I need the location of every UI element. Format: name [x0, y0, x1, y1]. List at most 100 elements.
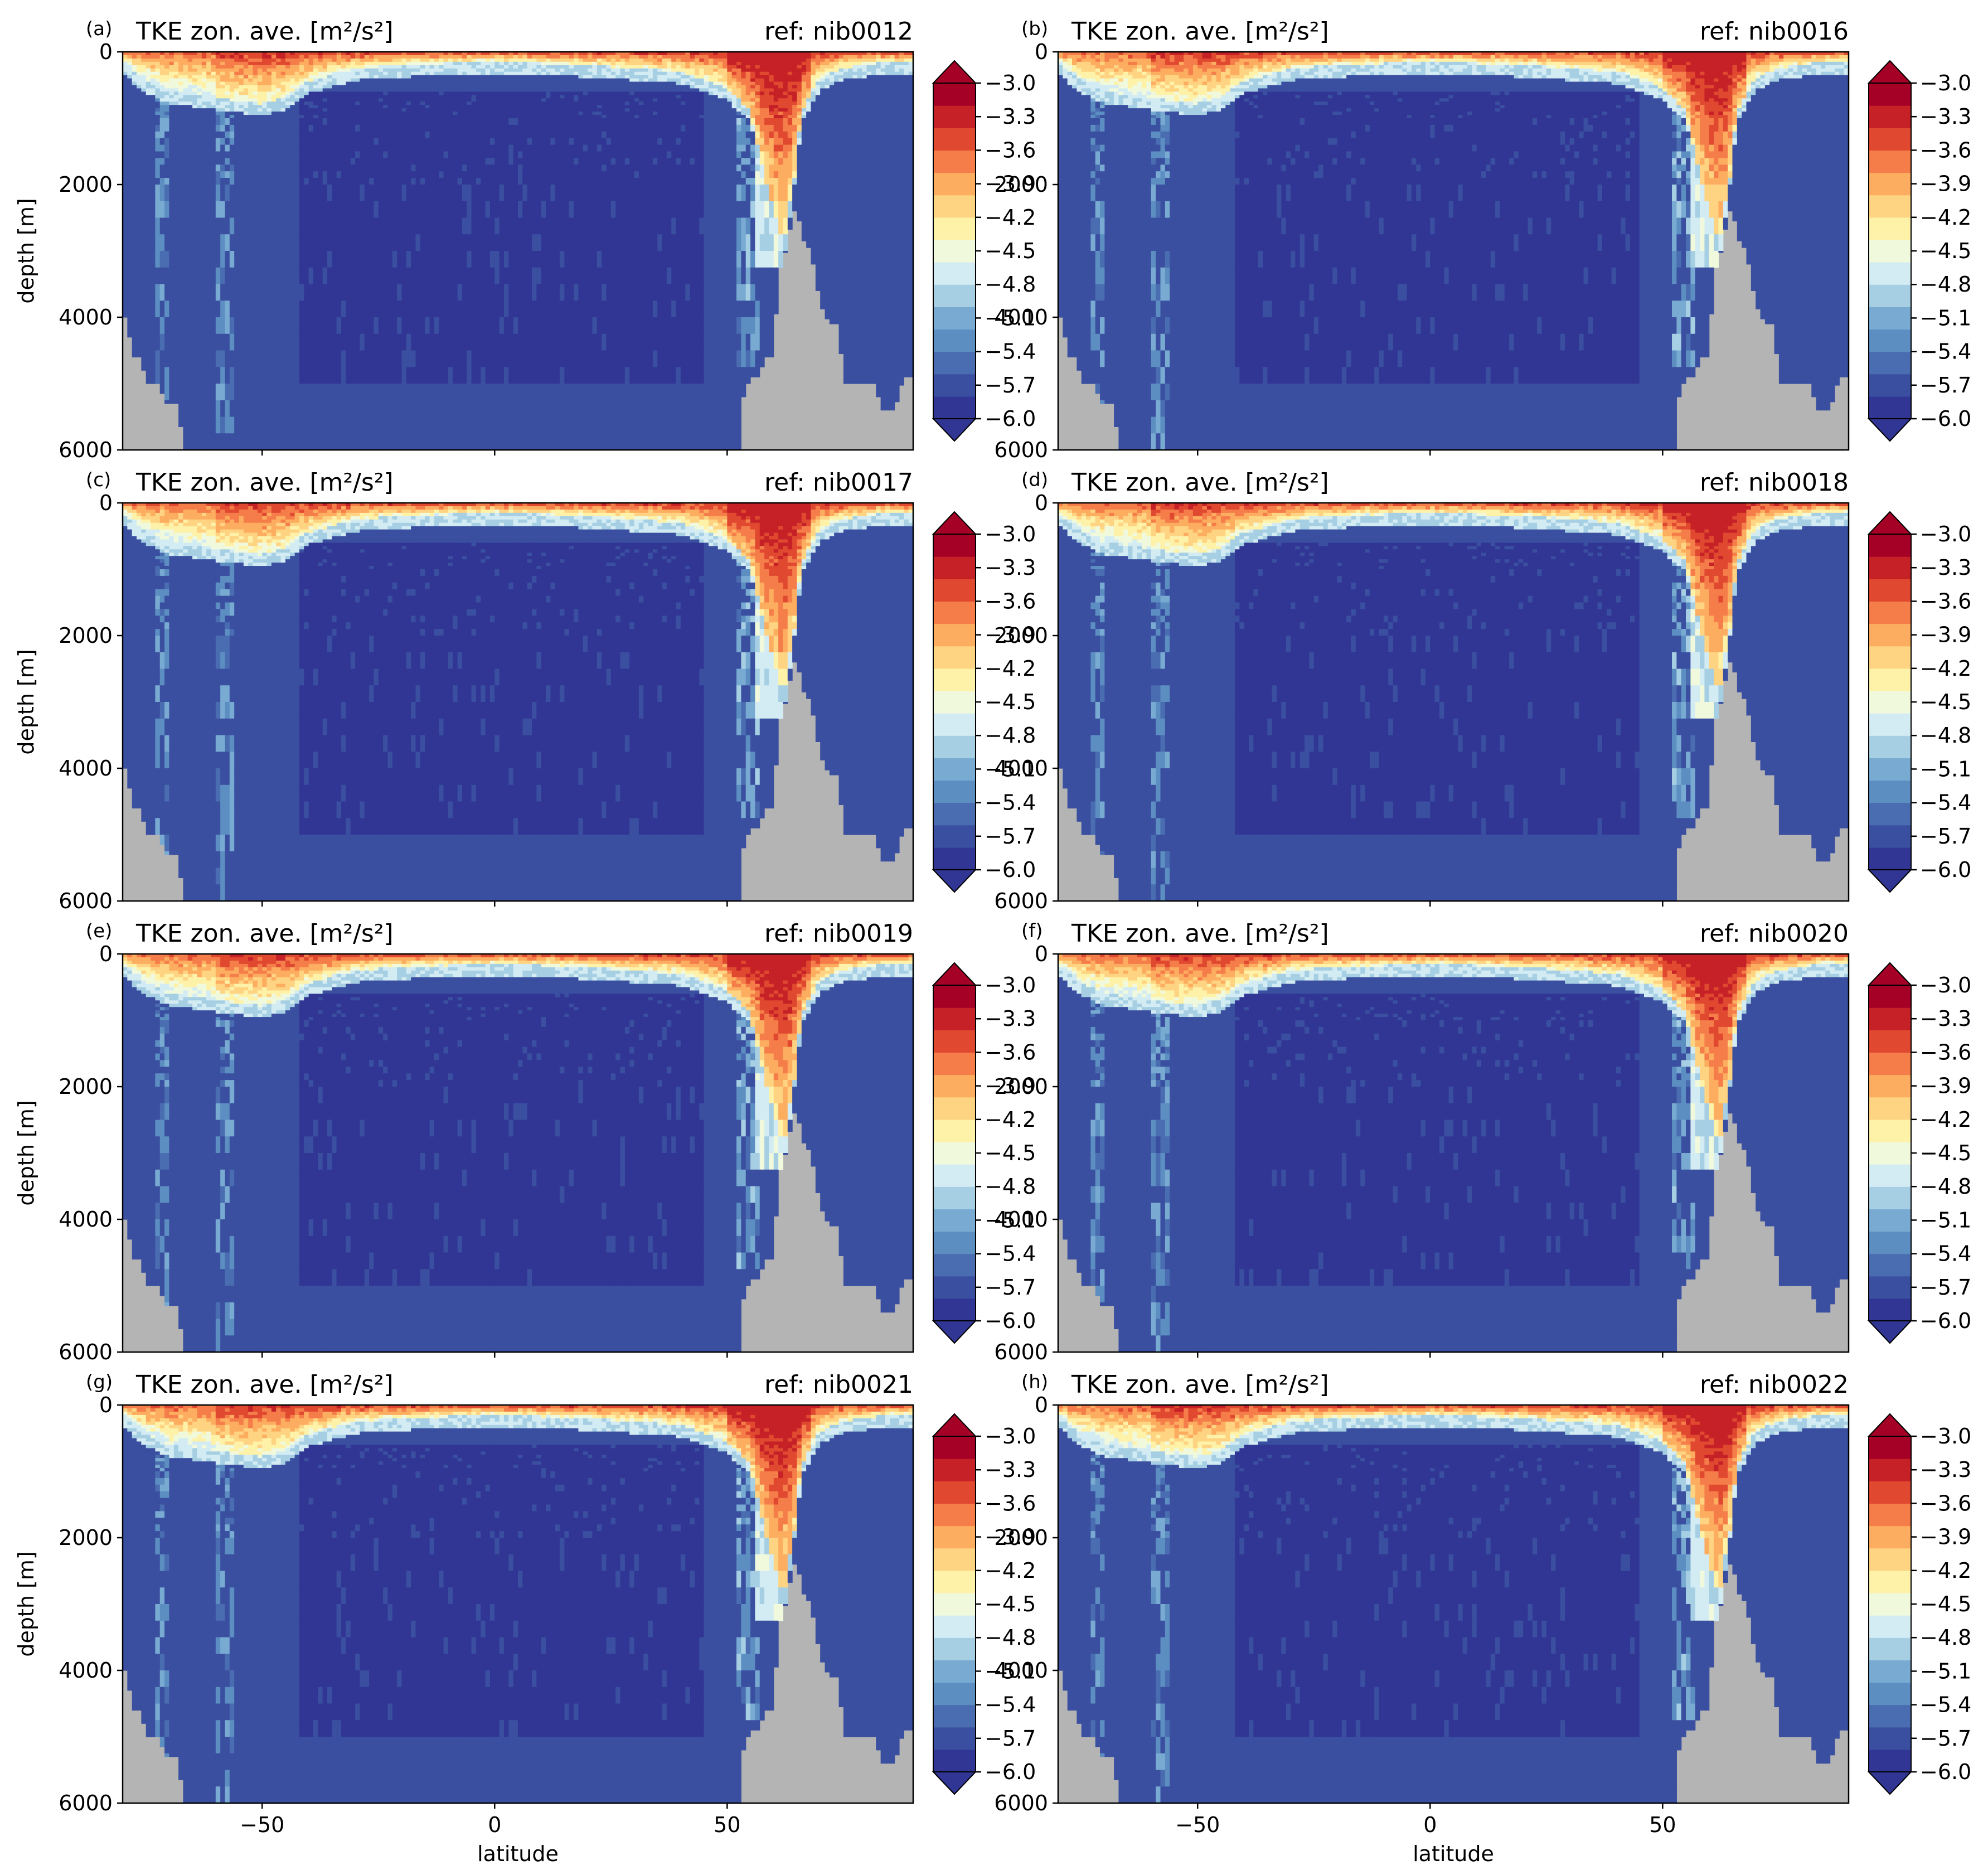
tke-cell — [211, 268, 216, 284]
tke-cell — [276, 82, 281, 86]
tke-cell — [123, 158, 128, 165]
tke-cell — [281, 101, 286, 105]
tke-cell — [271, 400, 277, 417]
tke-cell — [132, 91, 137, 95]
tke-cell — [211, 118, 216, 125]
tke-cell — [258, 234, 263, 251]
tke-cell — [234, 82, 239, 86]
tke-cell — [169, 108, 174, 112]
tke-cell — [248, 201, 253, 218]
tke-cell — [151, 55, 156, 59]
tke-cell — [183, 75, 188, 79]
tke-cell — [164, 158, 169, 165]
tke-cell — [146, 69, 151, 72]
tke-cell — [141, 95, 146, 99]
tke-cell — [151, 152, 156, 159]
tke-cell — [123, 218, 128, 235]
tke-cell — [160, 138, 165, 146]
tke-cell — [239, 201, 244, 218]
tke-cell — [285, 234, 290, 251]
tke-cell — [262, 284, 267, 301]
tke-cell — [151, 115, 156, 119]
tke-cell — [192, 417, 197, 434]
tke-cell — [271, 108, 277, 112]
tke-cell — [151, 178, 156, 185]
tke-cell — [248, 234, 253, 251]
tke-cell — [225, 112, 230, 115]
tke-cell — [188, 251, 193, 268]
tke-cell — [276, 152, 281, 159]
tke-cell — [262, 125, 267, 132]
tke-cell — [155, 201, 160, 218]
tke-cell — [127, 72, 132, 76]
tke-cell — [211, 152, 216, 159]
tke-cell — [155, 95, 160, 99]
tke-cell — [211, 65, 216, 69]
tke-cell — [220, 79, 225, 83]
tke-cell — [244, 125, 249, 132]
tke-cell — [127, 91, 132, 95]
tke-cell — [206, 138, 211, 146]
tke-cell — [262, 234, 267, 251]
tke-cell — [164, 400, 169, 404]
tke-cell — [178, 105, 183, 109]
tke-cell — [164, 351, 169, 367]
tke-cell — [155, 85, 160, 89]
tke-cell — [230, 79, 235, 83]
tke-cell — [197, 433, 202, 450]
tke-cell — [206, 55, 211, 59]
tke-cell — [230, 158, 235, 165]
tke-cell — [225, 105, 230, 109]
tke-cell — [127, 218, 132, 235]
tke-cell — [244, 433, 249, 450]
tke-cell — [295, 65, 300, 69]
tke-cell — [132, 317, 137, 334]
tke-cell — [178, 334, 183, 351]
tke-cell — [239, 138, 244, 146]
tke-cell — [281, 158, 286, 165]
tke-cell — [271, 301, 277, 317]
tke-cell — [197, 201, 202, 218]
tke-cell — [225, 234, 230, 251]
tke-cell — [206, 108, 211, 112]
tke-cell — [123, 85, 128, 89]
tke-cell — [258, 334, 263, 351]
tke-cell — [155, 138, 160, 146]
tke-cell — [262, 158, 267, 165]
tke-cell — [248, 95, 253, 99]
tke-cell — [216, 72, 221, 76]
tke-cell — [258, 55, 263, 59]
tke-cell — [123, 164, 128, 172]
tke-cell — [271, 101, 277, 105]
tke-cell — [151, 367, 156, 384]
tke-cell — [141, 72, 146, 76]
tke-cell — [248, 125, 253, 132]
tke-cell — [267, 118, 272, 125]
tke-cell — [155, 101, 160, 105]
tke-cell — [211, 218, 216, 235]
tke-cell — [230, 108, 235, 112]
tke-cell — [230, 433, 235, 450]
tke-cell — [188, 351, 193, 367]
tke-cell — [262, 72, 267, 76]
tke-cell — [281, 152, 286, 159]
tke-cell — [132, 268, 137, 284]
tke-cell — [262, 334, 267, 351]
tke-cell — [276, 138, 281, 146]
tke-cell — [220, 433, 225, 450]
tke-cell — [197, 218, 202, 235]
tke-cell — [192, 115, 197, 119]
tke-cell — [183, 101, 188, 105]
tke-cell — [248, 433, 253, 450]
tke-cell — [192, 132, 197, 139]
tke-cell — [230, 251, 235, 268]
tke-cell — [206, 400, 211, 417]
tke-cell — [137, 118, 142, 125]
tke-cell — [183, 234, 188, 251]
tke-cell — [244, 301, 249, 317]
tke-cell — [160, 125, 165, 132]
tke-cell — [160, 59, 165, 62]
tke-cell — [290, 118, 295, 125]
tke-cell — [183, 433, 188, 450]
tke-cell — [202, 417, 207, 434]
